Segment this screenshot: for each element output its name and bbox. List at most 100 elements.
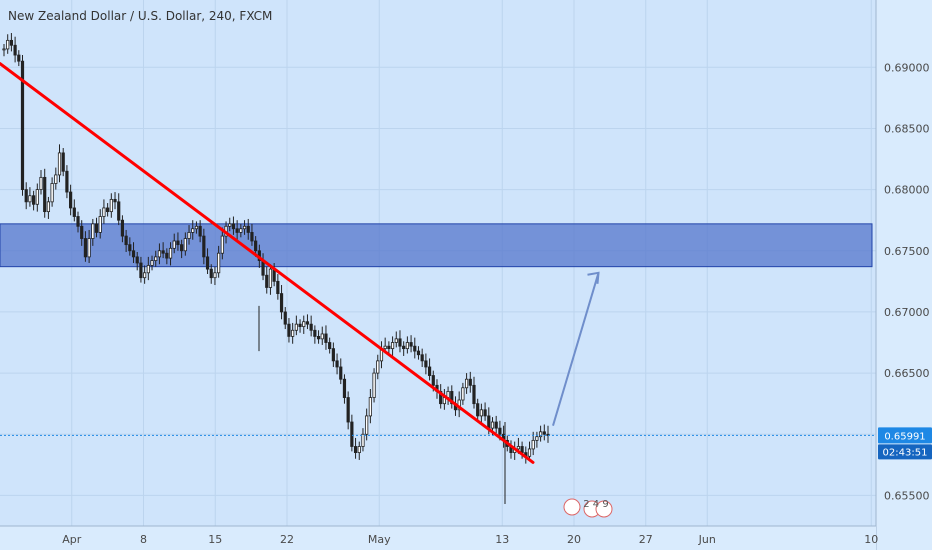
candle-body: [57, 152, 62, 176]
svg-text:02:43:51: 02:43:51: [883, 447, 928, 458]
x-tick-label-4: May: [368, 533, 391, 546]
candle-body: [494, 421, 498, 429]
y-tick-label-1: 0.68500: [884, 122, 930, 135]
candle-body: [28, 195, 32, 203]
x-tick-label-2: 15: [208, 533, 222, 546]
x-tick-label-7: 27: [639, 533, 653, 546]
resistance-zone[interactable]: [0, 223, 873, 268]
candle-body: [298, 323, 302, 328]
candle-body: [331, 348, 335, 362]
candle-body: [450, 391, 454, 405]
candle-body: [254, 240, 258, 252]
candle-body: [291, 329, 295, 337]
candle-body: [409, 342, 413, 347]
candle-body: [287, 323, 291, 337]
candle-body: [476, 403, 480, 417]
candle-body: [309, 323, 313, 331]
candle-body: [102, 207, 106, 217]
countdown-label: 02:43:51: [878, 444, 932, 460]
candle-body: [398, 338, 402, 347]
candle-body: [198, 225, 202, 237]
candle-body: [268, 268, 273, 288]
candle-body: [276, 280, 280, 294]
candle-body: [87, 238, 91, 258]
events-badge[interactable]: 2 4 9: [563, 498, 613, 518]
candle-body: [346, 397, 350, 423]
price-axis[interactable]: [876, 0, 932, 550]
candle-body: [128, 244, 132, 252]
candle-body: [2, 48, 6, 51]
candle-body: [520, 446, 524, 454]
candle-body: [35, 189, 39, 205]
candle-body: [165, 252, 169, 259]
candle-body: [61, 152, 65, 172]
candle-body: [176, 240, 180, 246]
candle-body: [490, 421, 495, 429]
candle-body: [420, 354, 424, 362]
candle-body: [483, 409, 487, 417]
candle-body: [83, 238, 88, 258]
y-tick-label-7: 0.65500: [884, 489, 930, 502]
candle-body: [20, 60, 25, 191]
y-tick-label-4: 0.67000: [884, 306, 930, 319]
x-axis-labels: Apr 8 15 22 May 13 20 27 Jun 10: [62, 533, 878, 546]
candle-body: [120, 219, 125, 237]
candle-body: [213, 272, 217, 279]
candle-body: [283, 311, 287, 325]
candle-body: [139, 262, 143, 279]
candle-body: [117, 201, 121, 221]
candle-body: [324, 333, 328, 343]
candle-body: [339, 366, 343, 380]
candle-body: [372, 372, 376, 398]
candle-body: [413, 345, 417, 352]
candle-body: [361, 433, 365, 447]
candle-body: [106, 207, 110, 213]
candle-body: [180, 244, 184, 252]
candle-body: [91, 223, 95, 239]
candle-body: [217, 252, 221, 274]
x-tick-label-8: Jun: [698, 533, 716, 546]
candle-body: [416, 350, 421, 356]
candle-body: [50, 183, 54, 203]
candle-body: [342, 378, 347, 398]
candle-body: [39, 176, 43, 191]
last-price-label: 0.65991: [878, 427, 932, 444]
candle-body: [535, 436, 539, 441]
candle-body: [516, 446, 520, 450]
y-tick-label-5: 0.66500: [884, 367, 930, 380]
candle-body: [72, 207, 76, 217]
candle-body: [335, 360, 339, 368]
candle-body: [464, 378, 469, 389]
candle-body: [461, 387, 465, 401]
candle-body: [527, 448, 532, 457]
candle-body: [246, 225, 250, 233]
x-tick-label-6: 20: [567, 533, 581, 546]
candle-body: [405, 342, 409, 350]
projection-arrow[interactable]: [552, 271, 600, 426]
candle-body: [98, 216, 102, 233]
candle-body: [220, 235, 224, 254]
candle-body: [316, 335, 321, 340]
candle-body: [43, 176, 47, 213]
candle-body: [479, 409, 483, 417]
candle-body: [69, 191, 73, 209]
x-tick-label-9: 10: [864, 533, 878, 546]
candle-body: [472, 384, 476, 405]
trendline[interactable]: [0, 62, 535, 464]
candle-body: [365, 415, 369, 435]
candle-body: [279, 293, 284, 313]
candle-body: [109, 198, 113, 213]
candle-body: [24, 189, 28, 203]
candle-body: [65, 170, 69, 193]
x-tick-label-5: 13: [495, 533, 509, 546]
candle-body: [183, 238, 187, 252]
candle-body: [424, 360, 428, 368]
y-tick-label-2: 0.68000: [884, 184, 930, 197]
candle-body: [402, 345, 406, 350]
candle-body: [242, 225, 247, 230]
candle-body: [250, 232, 254, 242]
candle-body: [383, 345, 387, 350]
time-axis[interactable]: [0, 526, 876, 550]
candle-body: [231, 223, 236, 230]
